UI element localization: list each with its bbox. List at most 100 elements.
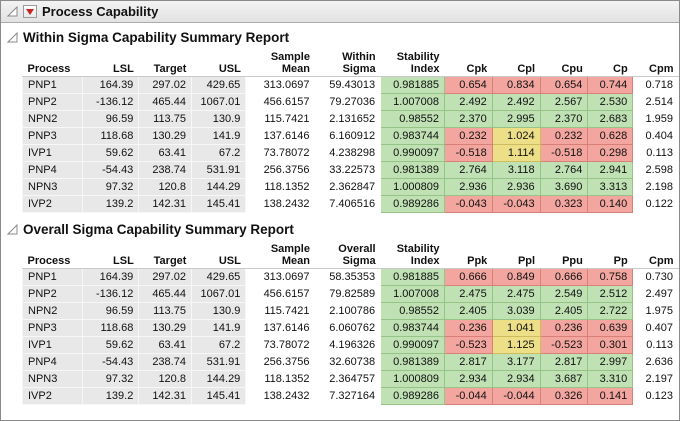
cell-process: NPN2	[22, 302, 83, 320]
cell-lsl: 139.2	[81, 195, 140, 213]
cell-cpu: 2.567	[539, 93, 589, 111]
cell-lsl: 96.59	[81, 302, 140, 320]
cell-cpl: 1.114	[491, 144, 541, 162]
cell-usl: 141.9	[190, 127, 247, 145]
cell-pp: 2.722	[587, 302, 634, 320]
cell-cpm: 1.975	[632, 302, 679, 320]
cell-pp: 0.758	[587, 268, 634, 286]
cell-usl: 145.41	[190, 387, 247, 405]
cell-lsl: 97.32	[81, 370, 140, 388]
disclosure-triangle-icon[interactable]	[6, 6, 18, 18]
cell-cpm: 2.198	[632, 178, 679, 196]
cell-cpl: 2.995	[491, 110, 541, 128]
cell-cpu: 0.654	[539, 76, 589, 94]
cell-ppl: 2.475	[491, 285, 541, 303]
table-row: IVP2 139.2 142.31 145.41 138.2432 7.327164 0.9…	[22, 387, 679, 405]
cell-ppl: 3.039	[491, 302, 541, 320]
cell-cp: 2.683	[587, 110, 634, 128]
column-header-process: Process	[22, 240, 83, 269]
cell-ppl: 3.177	[491, 353, 541, 371]
cell-process: IVP2	[22, 387, 83, 405]
cell-lsl: 59.62	[81, 144, 140, 162]
cell-cpl: 0.834	[491, 76, 541, 94]
cell-overall-sigma: 4.196326	[314, 336, 382, 354]
cell-target: 238.74	[138, 161, 192, 179]
cell-stability-index: 0.983744	[380, 127, 446, 145]
cell-sample-mean: 115.7421	[245, 110, 316, 128]
cell-cpm: 0.404	[632, 127, 679, 145]
cell-within-sigma: 2.131652	[314, 110, 382, 128]
column-header-cpm: Cpm	[632, 48, 679, 77]
table-row: IVP1 59.62 63.41 67.2 73.78072 4.196326 0.9900…	[22, 336, 679, 354]
cell-ppu: 2.817	[539, 353, 589, 371]
cell-within-sigma: 33.22573	[314, 161, 382, 179]
column-header-stability-index: Stability Index	[380, 240, 445, 269]
column-header-cpk: Cpk	[444, 48, 493, 77]
column-header-target: Target	[138, 240, 192, 269]
cell-cpk: 2.936	[444, 178, 493, 196]
cell-cpu: 2.764	[539, 161, 589, 179]
column-header-target: Target	[138, 48, 192, 77]
cell-ppu: 2.549	[539, 285, 589, 303]
cell-stability-index: 0.981885	[380, 268, 446, 286]
cell-usl: 145.41	[190, 195, 247, 213]
cell-pp: 0.141	[587, 387, 634, 405]
column-header-sample-mean: Sample Mean	[245, 240, 315, 269]
cell-process: PNP3	[22, 319, 83, 337]
cell-sample-mean: 118.1352	[245, 370, 316, 388]
cell-within-sigma: 7.406516	[314, 195, 382, 213]
cell-target: 120.8	[138, 370, 192, 388]
column-header-cpu: Cpu	[540, 48, 588, 77]
cell-process: PNP3	[22, 127, 83, 145]
cell-stability-index: 0.981389	[380, 161, 446, 179]
cell-usl: 1067.01	[190, 93, 247, 111]
cell-usl: 531.91	[190, 353, 247, 371]
overall-sigma-section: Overall Sigma Capability Summary Report …	[6, 219, 679, 405]
cell-overall-sigma: 2.364757	[314, 370, 382, 388]
report-title-bar: Process Capability	[1, 1, 679, 23]
cell-ppl: 0.849	[491, 268, 541, 286]
cell-stability-index: 0.981389	[380, 353, 446, 371]
cell-target: 120.8	[138, 178, 192, 196]
cell-lsl: 59.62	[81, 336, 140, 354]
cell-process: NPN3	[22, 178, 83, 196]
disclosure-triangle-icon[interactable]	[6, 223, 18, 235]
cell-cpu: 0.323	[539, 195, 589, 213]
column-header-pp: Pp	[587, 240, 633, 269]
cell-target: 130.29	[138, 319, 192, 337]
cell-usl: 130.9	[190, 110, 247, 128]
cell-cpk: 2.492	[444, 93, 493, 111]
cell-ppu: 2.405	[539, 302, 589, 320]
cell-cpk: 0.654	[444, 76, 493, 94]
cell-ppu: 0.666	[539, 268, 589, 286]
cell-process: PNP1	[22, 76, 83, 94]
table-row: NPN3 97.32 120.8 144.29 118.1352 2.364757 1.00…	[22, 370, 679, 388]
cell-sample-mean: 256.3756	[245, 353, 316, 371]
cell-usl: 67.2	[190, 336, 247, 354]
cell-target: 297.02	[138, 268, 192, 286]
red-triangle-menu-icon[interactable]	[23, 5, 37, 18]
cell-cpk: 0.232	[444, 127, 493, 145]
cell-cpm: 1.959	[632, 110, 679, 128]
cell-process: NPN3	[22, 370, 83, 388]
cell-target: 63.41	[138, 336, 192, 354]
cell-process: PNP4	[22, 161, 83, 179]
cell-stability-index: 0.98552	[380, 302, 446, 320]
table-row: PNP2 -136.12 465.44 1067.01 456.6157 79.82589…	[22, 285, 679, 303]
cell-ppl: -0.044	[491, 387, 541, 405]
cell-cpl: -0.043	[491, 195, 541, 213]
cell-within-sigma: 2.362847	[314, 178, 382, 196]
cell-stability-index: 0.98552	[380, 110, 446, 128]
table-row: PNP2 -136.12 465.44 1067.01 456.6157 79.27036…	[22, 93, 679, 111]
cell-cpl: 1.024	[491, 127, 541, 145]
cell-stability-index: 0.990097	[380, 144, 446, 162]
cell-ppk: 0.666	[444, 268, 493, 286]
cell-cpk: -0.043	[444, 195, 493, 213]
cell-lsl: 164.39	[81, 268, 140, 286]
cell-within-sigma: 59.43013	[314, 76, 382, 94]
cell-lsl: 96.59	[81, 110, 140, 128]
disclosure-triangle-icon[interactable]	[6, 31, 18, 43]
cell-target: 113.75	[138, 302, 192, 320]
table-row: IVP1 59.62 63.41 67.2 73.78072 4.238298 0.9900…	[22, 144, 679, 162]
